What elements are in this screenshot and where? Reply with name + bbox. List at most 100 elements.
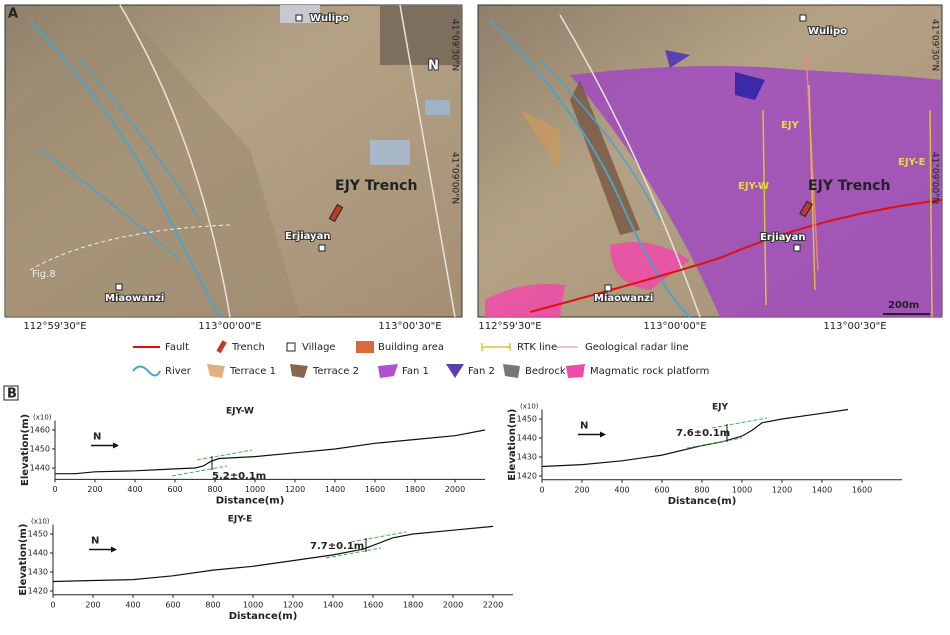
direction-arrowhead: [600, 431, 606, 438]
offset-label: 7.6±0.1m: [676, 428, 730, 439]
legend-label: Magmatic rock platform: [590, 366, 709, 377]
village-label: Erjiayan: [760, 232, 805, 243]
fit-line: [350, 531, 407, 543]
x-tick-label: 1200: [285, 485, 305, 494]
map-shape: [559, 14, 701, 318]
y-multiplier: (x10): [520, 403, 539, 411]
profile-line: [541, 408, 849, 468]
map-shape: [808, 84, 816, 291]
latitude-label: 41°09'00"N: [450, 152, 460, 204]
x-tick-label: 1600: [852, 485, 872, 494]
panel-label-box: [3, 385, 19, 401]
map-shape: [295, 14, 303, 22]
map-shape: [529, 199, 943, 313]
direction-label: N: [91, 536, 99, 547]
y-multiplier: (x10): [31, 518, 50, 526]
map-shape: [604, 284, 612, 292]
longitude-label: 112°59'30"E: [478, 321, 541, 332]
x-axis-label: Distance(m): [216, 495, 285, 506]
direction-label: N: [93, 432, 101, 443]
chart-title: EJY: [712, 403, 728, 413]
map-shape: [570, 80, 640, 235]
legend-label: Geological radar line: [585, 342, 689, 353]
offset-label: 5.2±0.1m: [212, 471, 266, 482]
y-tick-label: 1440: [30, 464, 50, 473]
trench-label: EJY Trench: [335, 178, 417, 194]
y-tick-label: 1460: [30, 426, 50, 435]
profile-label: EJY-W: [738, 181, 769, 192]
x-tick-label: 600: [167, 485, 182, 494]
map-shape: [286, 342, 296, 352]
legend-label: Building area: [378, 342, 444, 353]
map-shape: [489, 19, 691, 318]
x-tick-label: 2000: [445, 485, 465, 494]
x-tick-label: 1400: [812, 485, 832, 494]
legend-label: RTK line: [517, 342, 557, 353]
x-tick-label: 200: [574, 485, 589, 494]
x-tick-label: 1000: [243, 600, 263, 609]
legend-label: Fan 1: [402, 366, 429, 377]
fit-line: [711, 417, 768, 429]
map-shape: [356, 341, 374, 353]
map-shape: [929, 109, 933, 318]
profile-label: EJY-E: [898, 157, 925, 168]
map-shape: [503, 364, 520, 378]
x-tick-label: 1200: [772, 485, 792, 494]
x-tick-label: 1000: [732, 485, 752, 494]
x-axis-label: Distance(m): [229, 611, 298, 622]
latitude-label: 41°09'30"N: [930, 19, 940, 71]
legend-label: Fan 2: [468, 366, 495, 377]
direction-arrowhead: [113, 442, 119, 449]
map-shape: [793, 244, 801, 252]
legend-label: Bedrock: [525, 366, 566, 377]
x-tick-label: 1400: [323, 600, 343, 609]
map-shape: [446, 364, 464, 378]
map-shape: [380, 5, 462, 65]
x-tick-label: 0: [50, 600, 55, 609]
map-shape: [762, 84, 933, 318]
village-label: Miaowanzi: [594, 293, 653, 304]
latitude-label: 41°09'30"N: [450, 19, 460, 71]
map-shape: [610, 242, 690, 290]
x-tick-label: 0: [539, 485, 544, 494]
x-tick-label: 2000: [443, 600, 463, 609]
map-shape: [5, 5, 300, 317]
legend-label: Fault: [165, 342, 189, 353]
x-tick-label: 200: [85, 600, 100, 609]
chart-title: EJY-W: [226, 407, 254, 417]
map-shape: [378, 364, 398, 378]
x-tick-label: 1000: [245, 485, 265, 494]
map-shape: [762, 109, 767, 306]
village-label: Miaowanzi: [105, 293, 164, 304]
chart-title: EJY-E: [228, 515, 253, 525]
legend: Fault Trench Village Building area RTK l…: [132, 340, 709, 378]
x-tick-label: 800: [207, 485, 222, 494]
map-shape: [79, 59, 201, 221]
x-tick-label: 600: [654, 485, 669, 494]
x-tick-label: 400: [614, 485, 629, 494]
map-shape: [318, 244, 326, 252]
legend-label: Terrace 2: [312, 366, 359, 377]
map-shape: [280, 5, 320, 23]
profile-line: [52, 525, 494, 583]
x-tick-label: 800: [694, 485, 709, 494]
x-tick-label: 0: [52, 485, 57, 494]
y-tick-label: 1420: [28, 587, 48, 596]
scale-label: 200m: [888, 300, 919, 311]
latitude-label: 41°09'00"N: [930, 152, 940, 204]
y-tick-label: 1440: [28, 549, 48, 558]
x-tick-label: 1600: [363, 600, 383, 609]
x-tick-label: 1200: [283, 600, 303, 609]
north-label: N: [428, 59, 439, 74]
right-map: Wulipo Erjiayan Miaowanzi EJY Trench EJY…: [477, 4, 943, 332]
map-shape: [29, 224, 231, 271]
map-shape: [520, 110, 560, 170]
x-tick-label: 1800: [403, 600, 423, 609]
longitude-label: 113°00'00"E: [198, 321, 261, 332]
longitude-label: 113°00'30"E: [378, 321, 441, 332]
y-axis-label: Elevation(m): [18, 524, 29, 596]
x-tick-label: 1800: [405, 485, 425, 494]
map-shape: [570, 66, 942, 317]
